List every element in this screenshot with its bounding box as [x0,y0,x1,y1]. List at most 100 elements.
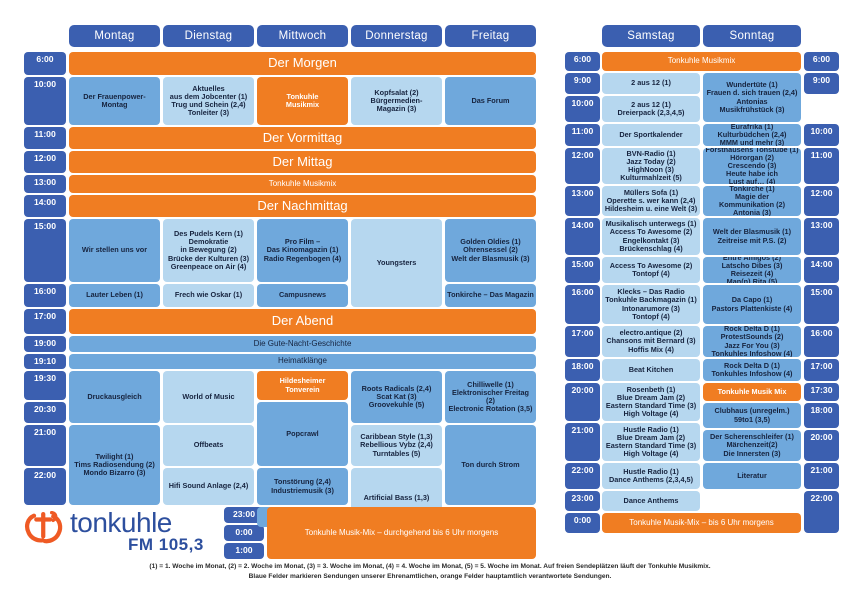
program-sonntag-18: Clubhaus (unregelm.) 59to1 (3,5) [703,403,801,428]
program-samstag-15: Access To Awesome (2) Tontopf (4) [602,257,700,283]
time-label: 9:00 [804,73,839,94]
program-samstag-18: Beat Kitchen [602,359,700,381]
time-label: 18:00 [565,359,600,381]
program-samstag-11: Der Sportkalender [602,124,700,146]
program-sonntag-1730-musikmix: Tonkuhle Musik Mix [703,383,801,401]
time-label: 17:30 [804,383,839,401]
time-label: 10:00 [24,77,66,125]
program-sonntag-10: Eurafrika (1) Kulturbüdchen (2,4) MMM un… [703,124,801,146]
program-donnerstag-15: Youngsters [351,219,442,307]
program-dienstag-10: Aktuelles aus dem Jobcenter (1) Trug und… [163,77,254,125]
time-label: 22:00 [565,463,600,489]
program-dienstag-2030: Offbeats [163,425,254,466]
band-nacht-musikmix-weekday: Tonkuhle Musik-Mix – durchgehend bis 6 U… [267,507,536,559]
station-logo: tonkuhle FM 105,3 [24,505,224,555]
time-label: 6:00 [24,52,66,75]
time-label: 16:00 [565,285,600,324]
weekend-header-sonntag: Sonntag [703,25,801,47]
time-label: 14:00 [565,218,600,255]
program-donnerstag-2100: Caribbean Style (1,3) Rebellious Vybz (2… [351,425,442,466]
band-der-morgen: Der Morgen [69,52,536,75]
time-label: 12:00 [804,186,839,216]
program-sonntag-20: Der Scherenschleifer (1) Märchenzeit(2) … [703,430,801,461]
time-label: 21:00 [804,463,839,489]
program-sonntag-11: Forsthausens Tonstube (1) Hörorgan (2) C… [703,148,801,184]
program-freitag-16: Tonkirche – Das Magazin [445,284,536,307]
time-label: 19:00 [24,336,66,352]
program-samstag-16: Klecks – Das Radio Tonkuhle Backmagazin … [602,285,700,324]
legend-line-1: (1) = 1. Woche im Monat, (2) = 2. Woche … [149,563,711,570]
program-dienstag-1930: World of Music [163,371,254,423]
time-label: 21:00 [565,423,600,461]
program-montag-10: Der Frauenpower-Montag [69,77,160,125]
program-mittwoch-1930: Hildesheimer Tonverein [257,371,348,400]
program-dienstag-15: Des Pudels Kern (1) Demokratie in Bewegu… [163,219,254,282]
weekend-header-samstag: Samstag [602,25,700,47]
band-weekend-musikmix: Tonkuhle Musikmix [602,52,801,71]
program-sonntag-9: Wundertüte (1) Frauen d. sich trauen (2,… [703,73,801,122]
time-label: 11:00 [565,124,600,146]
program-donnerstag-1930: Roots Radicals (2,4) Scat Kat (3) Groove… [351,371,442,423]
time-label: 22:00 [804,491,839,533]
program-dienstag-2200: Hifi Sound Anlage (2,4) [163,468,254,505]
time-label: 17:00 [804,359,839,381]
time-label: 12:00 [565,148,600,184]
program-samstag-21: Hustle Radio (1) Blue Dream Jam (2) East… [602,423,700,461]
program-mittwoch-16: Campusnews [257,284,348,307]
band-heimatklaenge: Heimatklänge [69,354,536,369]
program-freitag-15: Golden Oldies (1) Ohrensessel (2) Welt d… [445,219,536,282]
weekday-header-dienstag: Dienstag [163,25,254,47]
weekday-header-donnerstag: Donnerstag [351,25,442,47]
time-label: 6:00 [804,52,839,71]
program-montag-2100: Twilight (1) Tims Radiosendung (2) Mondo… [69,425,160,505]
program-sonntag-13: Welt der Blasmusik (1) Zeitreise mit P.S… [703,218,801,255]
time-label: 11:00 [804,148,839,184]
program-samstag-22: Hustle Radio (1) Dance Anthems (2,3,4,5) [602,463,700,489]
program-samstag-14: Musikalisch unterwegs (1) Access To Awes… [602,218,700,255]
program-freitag-10: Das Forum [445,77,536,125]
time-label: 20:00 [804,430,839,461]
time-label: 21:00 [24,425,66,466]
program-mittwoch-10: Tonkuhle Musikmix [257,77,348,125]
program-samstag-20: Rosenbeth (1) Blue Dream Jam (2) Eastern… [602,383,700,421]
program-sonntag-14: Entre Amigos (2) Latscho Dibes (3) Reise… [703,257,801,283]
band-der-abend: Der Abend [69,309,536,334]
program-mittwoch-2030: Popcrawl [257,402,348,466]
program-freitag-1930: Chilliwelle (1) Elektronischer Freitag (… [445,371,536,423]
time-label: 15:00 [565,257,600,283]
time-label: 12:00 [24,151,66,173]
time-label: 9:00 [565,73,600,94]
time-label: 14:00 [804,257,839,283]
time-label: 16:00 [804,326,839,357]
time-label: 20:00 [565,383,600,421]
tonkuhle-t-logo-icon [25,511,63,544]
program-montag-16: Lauter Leben (1) [69,284,160,307]
band-gute-nacht-geschichte: Die Gute-Nacht-Geschichte [69,336,536,352]
time-label: 18:00 [804,403,839,428]
program-samstag-23: Dance Anthems [602,491,700,511]
band-musikmix-13: Tonkuhle Musikmix [69,175,536,193]
time-label: 22:00 [24,468,66,505]
program-mittwoch-2200: Tonstörung (2,4) Industriemusik (3) [257,468,348,505]
program-donnerstag-10: Kopfsalat (2) Bürgermedien- Magazin (3) [351,77,442,125]
time-label: 17:00 [24,309,66,334]
legend-footnote: (1) = 1. Woche im Monat, (2) = 2. Woche … [60,562,800,582]
time-label: 13:00 [565,186,600,216]
weekday-header-mittwoch: Mittwoch [257,25,348,47]
time-label: 23:00 [565,491,600,511]
time-label: 23:00 [224,507,264,523]
program-sonntag-16: Rock Delta D (1) ProtestSounds (2) Jazz … [703,326,801,357]
program-samstag-9: 2 aus 12 (1) [602,73,700,94]
time-label: 6:00 [565,52,600,71]
time-label: 19:10 [24,354,66,369]
program-montag-1930: Druckausgleich [69,371,160,423]
time-label: 19:30 [24,371,66,400]
time-label: 13:00 [804,218,839,255]
time-label: 10:00 [804,124,839,146]
program-sonntag-15: Da Capo (1) Pastors Plattenkiste (4) [703,285,801,324]
program-mittwoch-15: Pro Film – Das Kinomagazin (1) Radio Reg… [257,219,348,282]
program-samstag-13: Müllers Sofa (1) Operette s. wer kann (2… [602,186,700,216]
program-freitag-2100: Ton durch Strom [445,425,536,505]
program-sonntag-17: Rock Delta D (1) Tonkuhles Infoshow (4) [703,359,801,381]
